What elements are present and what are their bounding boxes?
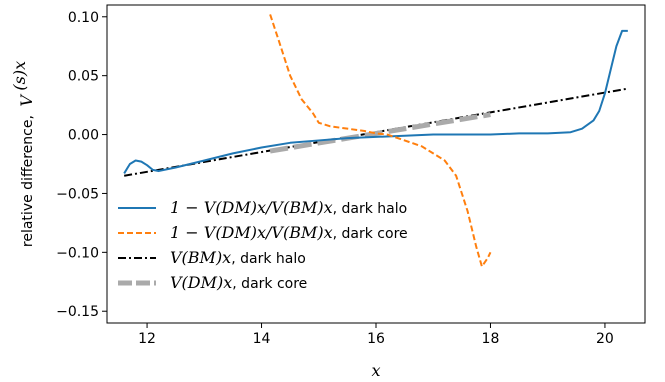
legend-label-1: 1 − V(DM)x/V(BM)x, dark core <box>170 223 408 242</box>
y-tick-label: 0.05 <box>68 69 99 85</box>
legend-label-3: V(DM)x, dark core <box>170 273 307 292</box>
y-axis-label-text: relative difference, <box>20 115 36 247</box>
series-line-1 <box>269 14 492 268</box>
y-tick-label: 0.10 <box>68 10 99 26</box>
legend-label-0: 1 − V(DM)x/V(BM)x, dark halo <box>170 198 407 217</box>
svg-text:relative difference, V: relative difference, V (s)x <box>10 61 36 247</box>
y-tick-label: −0.15 <box>56 304 99 320</box>
tick-layer: 12 14 16 18 20 0.10 0.05 0.00 −0.05 −0.10 −0.15 <box>56 10 614 347</box>
x-tick-label: 14 <box>253 331 271 347</box>
x-tick-label: 16 <box>367 331 385 347</box>
legend-label-2: V(BM)x, dark halo <box>170 248 306 267</box>
x-axis-label: x <box>371 361 380 380</box>
x-tick-label: 12 <box>138 331 156 347</box>
y-axis-label-math-sup: (s)x <box>10 61 29 91</box>
y-tick-label: 0.00 <box>68 128 99 144</box>
x-tick-label: 18 <box>482 331 500 347</box>
plot-series-layer <box>123 14 629 268</box>
y-tick-label: −0.10 <box>56 245 99 261</box>
y-tick-label: −0.05 <box>56 186 99 202</box>
x-tick-label: 20 <box>596 331 614 347</box>
y-axis-label-math-base: V <box>17 94 36 107</box>
series-line-2 <box>123 87 629 177</box>
y-axis-label: relative difference, V (s)x <box>10 61 36 247</box>
series-line-3 <box>269 112 491 154</box>
legend: 1 − V(DM)x/V(BM)x, dark halo 1 − V(DM)x/V… <box>118 198 408 292</box>
